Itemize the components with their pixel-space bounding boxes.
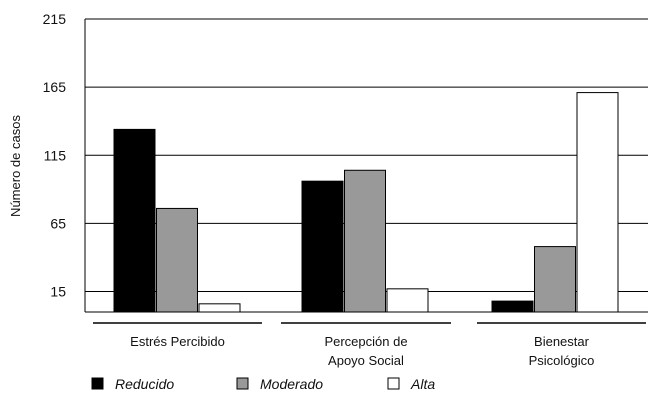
bar-reducido-2 xyxy=(301,180,344,313)
bar-reducido-1 xyxy=(113,128,156,313)
axes xyxy=(84,19,648,313)
bar-moderado-2 xyxy=(344,169,386,313)
legend-label-reducido: Reducido xyxy=(115,376,174,392)
bar-reducido-3 xyxy=(491,300,534,313)
y-tick-label-215: 215 xyxy=(43,11,67,27)
legend-swatch-reducido xyxy=(91,377,104,390)
bar-moderado-1 xyxy=(156,207,198,313)
bar-alta-1 xyxy=(198,303,241,313)
category-label-1-line-1: Estrés Percibido xyxy=(130,334,225,349)
bar-alta-3 xyxy=(576,92,619,313)
legend-swatch-moderado xyxy=(236,377,249,390)
bar-alta-2 xyxy=(386,288,429,313)
y-tick-label-65: 65 xyxy=(50,215,66,231)
bar-moderado-3 xyxy=(534,246,576,313)
y-axis-label: Número de casos xyxy=(8,115,23,217)
legend-label-moderado: Moderado xyxy=(260,376,323,392)
category-label-2-line-2: Apoyo Social xyxy=(328,353,404,368)
y-tick-label-165: 165 xyxy=(43,79,67,95)
bars xyxy=(113,92,619,313)
category-labels: Estrés Percibido Percepción de Apoyo Socia… xyxy=(93,322,646,368)
y-tick-labels: 15 65 115 165 215 xyxy=(43,11,67,300)
y-tick-label-115: 115 xyxy=(44,147,67,163)
legend-label-alta: Alta xyxy=(410,376,435,392)
category-label-2-line-1: Percepción de xyxy=(324,334,407,349)
category-label-3-line-1: Bienestar xyxy=(534,334,590,349)
y-tick-label-15: 15 xyxy=(50,284,66,300)
legend-swatch-alta xyxy=(387,377,400,390)
category-label-3-line-2: Psicológico xyxy=(529,353,595,368)
legend: Reducido Moderado Alta xyxy=(91,376,435,392)
